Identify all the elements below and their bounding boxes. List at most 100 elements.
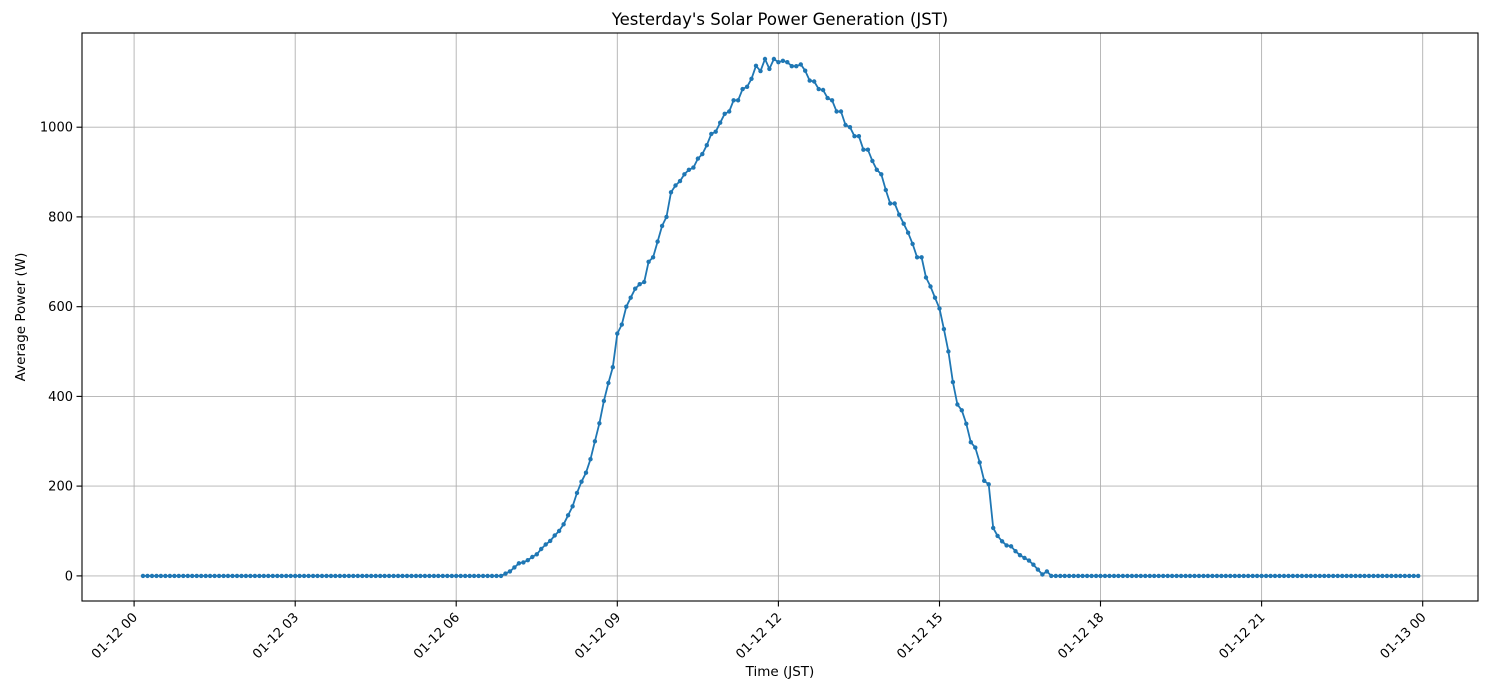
data-point-marker <box>1322 573 1327 579</box>
data-point-marker <box>467 573 472 579</box>
data-point-marker <box>1067 573 1072 579</box>
data-point-marker <box>427 573 432 579</box>
data-point-marker <box>279 573 284 579</box>
y-tick-label: 200 <box>48 480 73 495</box>
data-point-marker <box>767 66 772 72</box>
chart-title: Yesterday's Solar Power Generation (JST) <box>611 10 949 29</box>
data-point-marker <box>1344 573 1349 579</box>
data-point-marker <box>480 573 486 579</box>
data-point-marker <box>1044 569 1050 574</box>
data-point-marker <box>1308 573 1314 579</box>
data-point-marker <box>1335 573 1340 579</box>
data-point-marker <box>735 98 741 103</box>
data-point-marker <box>637 282 642 287</box>
data-point-marker <box>910 241 915 247</box>
data-point-marker <box>181 573 186 579</box>
data-point-marker <box>1017 553 1023 558</box>
data-point-marker <box>301 573 307 579</box>
data-point-marker <box>1281 573 1287 579</box>
data-point-marker <box>539 546 544 552</box>
data-point-marker <box>378 573 383 579</box>
data-point-marker <box>1389 573 1394 579</box>
data-point-marker <box>485 573 490 579</box>
data-point-marker <box>897 212 902 217</box>
data-point-marker <box>874 167 879 172</box>
data-point-marker <box>400 573 405 579</box>
data-point-marker <box>1183 573 1188 579</box>
data-point-marker <box>1237 573 1242 579</box>
data-point-marker <box>360 573 365 579</box>
data-point-marker <box>543 542 548 547</box>
data-point-marker <box>570 504 575 509</box>
data-point-marker <box>163 573 168 579</box>
data-point-marker <box>534 552 539 557</box>
data-point-marker <box>440 573 445 579</box>
data-point-marker <box>597 421 602 426</box>
data-point-marker <box>261 573 266 579</box>
x-tick-label: 01-12 06 <box>411 610 463 662</box>
data-point-marker <box>888 201 893 206</box>
data-point-marker <box>1093 573 1099 579</box>
data-point-marker <box>512 565 517 570</box>
data-point-marker <box>436 573 441 579</box>
data-point-marker <box>950 379 956 385</box>
data-point-marker <box>964 421 969 426</box>
data-point-marker <box>395 573 401 579</box>
x-axis-label: Time (JST) <box>745 664 815 680</box>
data-point-marker <box>673 183 678 188</box>
data-point-marker <box>919 255 924 260</box>
data-point-marker <box>700 151 705 157</box>
data-point-marker <box>471 573 477 579</box>
data-point-marker <box>798 62 803 67</box>
data-point-marker <box>203 573 208 579</box>
data-point-marker <box>923 275 929 280</box>
data-point-marker <box>409 573 414 579</box>
data-point-marker <box>758 68 763 74</box>
data-point-marker <box>190 573 195 579</box>
data-point-marker <box>664 214 669 220</box>
data-point-marker <box>1286 573 1291 579</box>
data-point-marker <box>199 573 204 579</box>
data-point-marker <box>565 513 571 518</box>
data-point-marker <box>454 573 459 579</box>
data-point-marker <box>145 573 150 579</box>
data-point-marker <box>749 76 754 82</box>
data-point-marker <box>1143 573 1148 579</box>
data-point-marker <box>530 554 535 560</box>
data-point-marker <box>727 109 732 114</box>
data-point-marker <box>812 79 817 84</box>
data-point-marker <box>257 573 262 579</box>
data-point-marker <box>709 131 714 137</box>
data-point-marker <box>404 573 410 579</box>
data-point-marker <box>1201 573 1206 579</box>
data-point-marker <box>1152 573 1157 579</box>
data-point-marker <box>914 255 920 260</box>
data-point-marker <box>633 286 638 291</box>
data-point-marker <box>1366 573 1372 579</box>
data-point-marker <box>955 402 960 407</box>
data-point-marker <box>1219 573 1224 579</box>
data-point-marker <box>194 573 199 579</box>
data-point-marker <box>1326 573 1331 579</box>
y-tick-label: 800 <box>48 210 73 225</box>
data-point-marker <box>610 365 615 370</box>
data-point-marker <box>713 129 718 134</box>
data-point-marker <box>1299 573 1305 579</box>
data-point-marker <box>1165 573 1170 579</box>
data-point-marker <box>1295 573 1300 579</box>
data-point-marker <box>328 573 334 579</box>
data-point-marker <box>991 525 996 531</box>
data-point-marker <box>803 68 808 73</box>
x-tick-label: 01-12 21 <box>1216 610 1268 662</box>
data-point-marker <box>628 295 633 300</box>
data-point-marker <box>1026 558 1032 563</box>
data-point-marker <box>1134 573 1139 579</box>
y-tick-label: 1000 <box>40 121 73 136</box>
data-point-marker <box>1402 573 1408 579</box>
data-point-marker <box>1111 573 1117 579</box>
data-point-marker <box>794 63 799 69</box>
data-point-marker <box>977 460 982 465</box>
data-point-marker <box>476 573 481 579</box>
data-point-marker <box>1071 573 1076 579</box>
data-point-marker <box>834 109 839 114</box>
